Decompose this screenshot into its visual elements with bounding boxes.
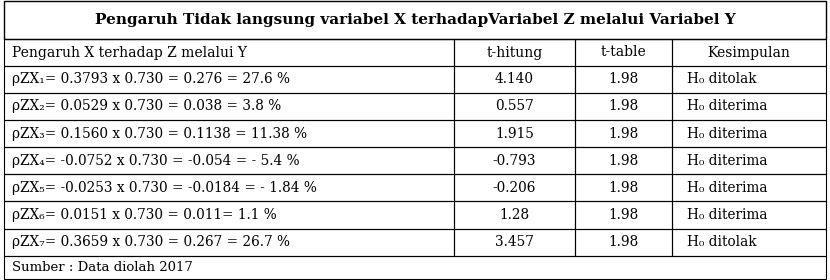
Text: ρZX₃= 0.1560 x 0.730 = 0.1138 = 11.38 %: ρZX₃= 0.1560 x 0.730 = 0.1138 = 11.38 % [12,127,308,141]
Text: H₀ diterima: H₀ diterima [687,181,768,195]
Text: H₀ diterima: H₀ diterima [687,208,768,222]
Text: H₀ ditolak: H₀ ditolak [687,235,757,249]
Text: 1.98: 1.98 [608,181,639,195]
Text: Pengaruh X terhadap Z melalui Y: Pengaruh X terhadap Z melalui Y [12,45,247,60]
Text: ρZX₅= -0.0253 x 0.730 = -0.0184 = - 1.84 %: ρZX₅= -0.0253 x 0.730 = -0.0184 = - 1.84… [12,181,317,195]
Text: t-hitung: t-hitung [486,45,543,60]
Text: H₀ diterima: H₀ diterima [687,127,768,141]
Text: ρZX₂= 0.0529 x 0.730 = 0.038 = 3.8 %: ρZX₂= 0.0529 x 0.730 = 0.038 = 3.8 % [12,99,281,113]
Text: 1.98: 1.98 [608,154,639,168]
Text: -0.793: -0.793 [493,154,536,168]
Text: ρZX₁= 0.3793 x 0.730 = 0.276 = 27.6 %: ρZX₁= 0.3793 x 0.730 = 0.276 = 27.6 % [12,72,290,86]
Text: 4.140: 4.140 [495,72,534,86]
Text: H₀ diterima: H₀ diterima [687,154,768,168]
Text: 1.98: 1.98 [608,127,639,141]
Text: Pengaruh Tidak langsung variabel X terhadapVariabel Z melalui Variabel Y: Pengaruh Tidak langsung variabel X terha… [95,13,735,27]
Text: H₀ ditolak: H₀ ditolak [687,72,757,86]
Text: ρZX₇= 0.3659 x 0.730 = 0.267 = 26.7 %: ρZX₇= 0.3659 x 0.730 = 0.267 = 26.7 % [12,235,290,249]
Text: ρZX₄= -0.0752 x 0.730 = -0.054 = - 5.4 %: ρZX₄= -0.0752 x 0.730 = -0.054 = - 5.4 % [12,154,300,168]
Text: 1.98: 1.98 [608,99,639,113]
Text: -0.206: -0.206 [493,181,536,195]
Text: 1.98: 1.98 [608,235,639,249]
Text: Sumber : Data diolah 2017: Sumber : Data diolah 2017 [12,261,193,274]
Text: 1.98: 1.98 [608,72,639,86]
Text: 0.557: 0.557 [495,99,534,113]
Text: 1.28: 1.28 [500,208,530,222]
Text: 3.457: 3.457 [495,235,534,249]
Text: H₀ diterima: H₀ diterima [687,99,768,113]
Text: t-table: t-table [601,45,647,60]
Text: 1.915: 1.915 [495,127,534,141]
Text: ρZX₆= 0.0151 x 0.730 = 0.011= 1.1 %: ρZX₆= 0.0151 x 0.730 = 0.011= 1.1 % [12,208,277,222]
Text: 1.98: 1.98 [608,208,639,222]
Text: Kesimpulan: Kesimpulan [708,45,790,60]
